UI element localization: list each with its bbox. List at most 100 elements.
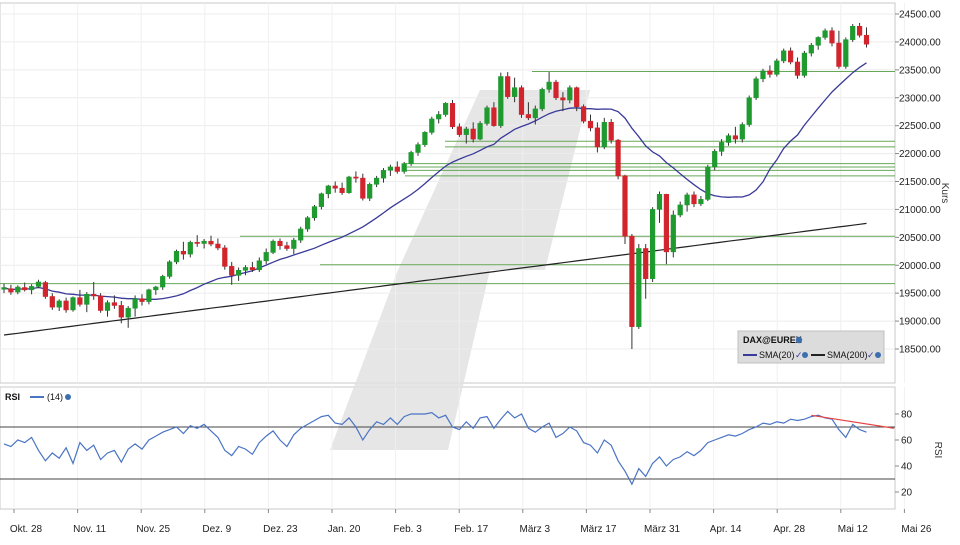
candle-up — [160, 276, 166, 288]
price-tick-label: 20500.00 — [899, 233, 941, 244]
time-axis: Okt. 28 Nov. 11 Nov. 25 Dez. 9 Dez. 23 Jan. 2… — [10, 509, 932, 535]
candle-down — [491, 107, 497, 126]
candle-up — [850, 25, 856, 40]
time-tick-label: März 31 — [644, 524, 681, 535]
legend-check-icon[interactable]: ✓ — [795, 350, 803, 360]
rsi-gridlines — [0, 387, 905, 509]
candle-up — [387, 166, 394, 171]
candle-up — [167, 261, 173, 277]
rsi-tick-label: 40 — [901, 462, 913, 473]
candle-up — [436, 114, 442, 120]
rsi-legend: RSI (14) — [5, 392, 71, 402]
candle-down — [215, 243, 221, 249]
watermark-logo — [330, 90, 590, 450]
candle-up — [718, 142, 725, 152]
rsi-globe-icon[interactable] — [65, 394, 71, 400]
candle-down — [139, 298, 145, 302]
candle-up — [28, 286, 35, 291]
candle-up — [477, 123, 483, 140]
candle-down — [332, 185, 338, 189]
candle-down — [629, 235, 635, 327]
time-tick-label: Feb. 17 — [454, 524, 488, 535]
candle-down — [456, 126, 463, 135]
legend-sma200-label: SMA(200) — [827, 350, 868, 360]
candle-up — [463, 128, 469, 135]
candle-up — [422, 132, 428, 145]
legend-globe-icon[interactable] — [875, 352, 881, 358]
time-tick-label: Okt. 28 — [10, 524, 43, 535]
candle-up — [346, 176, 352, 193]
candle-up — [546, 81, 552, 90]
candle-up — [698, 199, 704, 205]
candle-down — [277, 240, 283, 247]
candle-down — [622, 175, 628, 237]
time-tick-label: Dez. 23 — [263, 524, 298, 535]
price-tick-label: 19000.00 — [899, 317, 941, 328]
candle-down — [525, 114, 531, 119]
candle-down — [49, 296, 55, 308]
candle-up — [270, 240, 276, 253]
candle-up — [84, 293, 90, 305]
candle-up — [649, 209, 656, 279]
candle-down — [608, 122, 614, 141]
legend-globe-icon[interactable] — [802, 352, 808, 358]
rsi-tick-label: 60 — [901, 436, 913, 447]
rsi-axis: 80 60 40 20 — [895, 410, 913, 499]
candle-down — [836, 42, 842, 67]
watermark-upper-shape — [398, 90, 590, 270]
time-tick-label: Dez. 9 — [202, 524, 231, 535]
candle-up — [539, 89, 545, 110]
candle-down — [787, 50, 794, 63]
candle-up — [298, 228, 304, 241]
candle-up — [442, 103, 449, 115]
candle-up — [684, 194, 690, 206]
candle-down — [42, 282, 48, 297]
candle-up — [242, 267, 249, 271]
legend-box — [737, 330, 885, 364]
legend-check-icon[interactable]: ✓ — [867, 350, 875, 360]
price-axis: 24500.00 24000.00 23500.00 23000.00 22500.00… — [895, 10, 941, 356]
candle-down — [63, 300, 69, 311]
candle-up — [187, 242, 193, 255]
candle-up — [774, 60, 780, 75]
time-tick-label: Mai 26 — [901, 524, 931, 535]
candle-down — [284, 245, 290, 249]
candle-down — [22, 287, 28, 291]
candle-up — [705, 166, 711, 200]
candle-down — [249, 267, 256, 271]
candle-down — [615, 139, 621, 177]
candle-up — [760, 70, 766, 80]
legend-globe-icon — [795, 336, 803, 344]
candle-up — [1, 287, 7, 290]
candle-down — [339, 187, 345, 193]
time-tick-label: März 3 — [520, 524, 551, 535]
candle-up — [753, 78, 759, 99]
candle-up — [201, 240, 207, 244]
candle-down — [118, 305, 124, 318]
rsi-title: RSI — [5, 392, 20, 402]
price-tick-label: 18500.00 — [899, 345, 941, 356]
price-tick-label: 20000.00 — [899, 261, 941, 272]
candle-down — [767, 70, 773, 75]
candle-down — [643, 248, 649, 279]
candle-up — [104, 302, 111, 311]
candle-down — [691, 194, 697, 205]
rsi-tick-label: 20 — [901, 488, 913, 499]
candle-down — [194, 242, 200, 244]
candle-down — [553, 81, 559, 99]
candle-down — [470, 128, 476, 140]
time-tick-label: Apr. 28 — [773, 524, 805, 535]
candle-up — [815, 37, 821, 46]
candle-down — [663, 194, 669, 253]
candle-down — [229, 266, 235, 276]
candle-up — [56, 300, 62, 308]
rsi-axis-label: RSI — [932, 442, 943, 459]
candle-up — [304, 217, 311, 230]
price-tick-label: 22000.00 — [899, 149, 941, 160]
price-tick-label: 19500.00 — [899, 289, 941, 300]
candle-down — [580, 106, 587, 122]
candle-up — [567, 87, 573, 101]
candle-up — [712, 151, 718, 168]
candle-up — [256, 260, 262, 271]
